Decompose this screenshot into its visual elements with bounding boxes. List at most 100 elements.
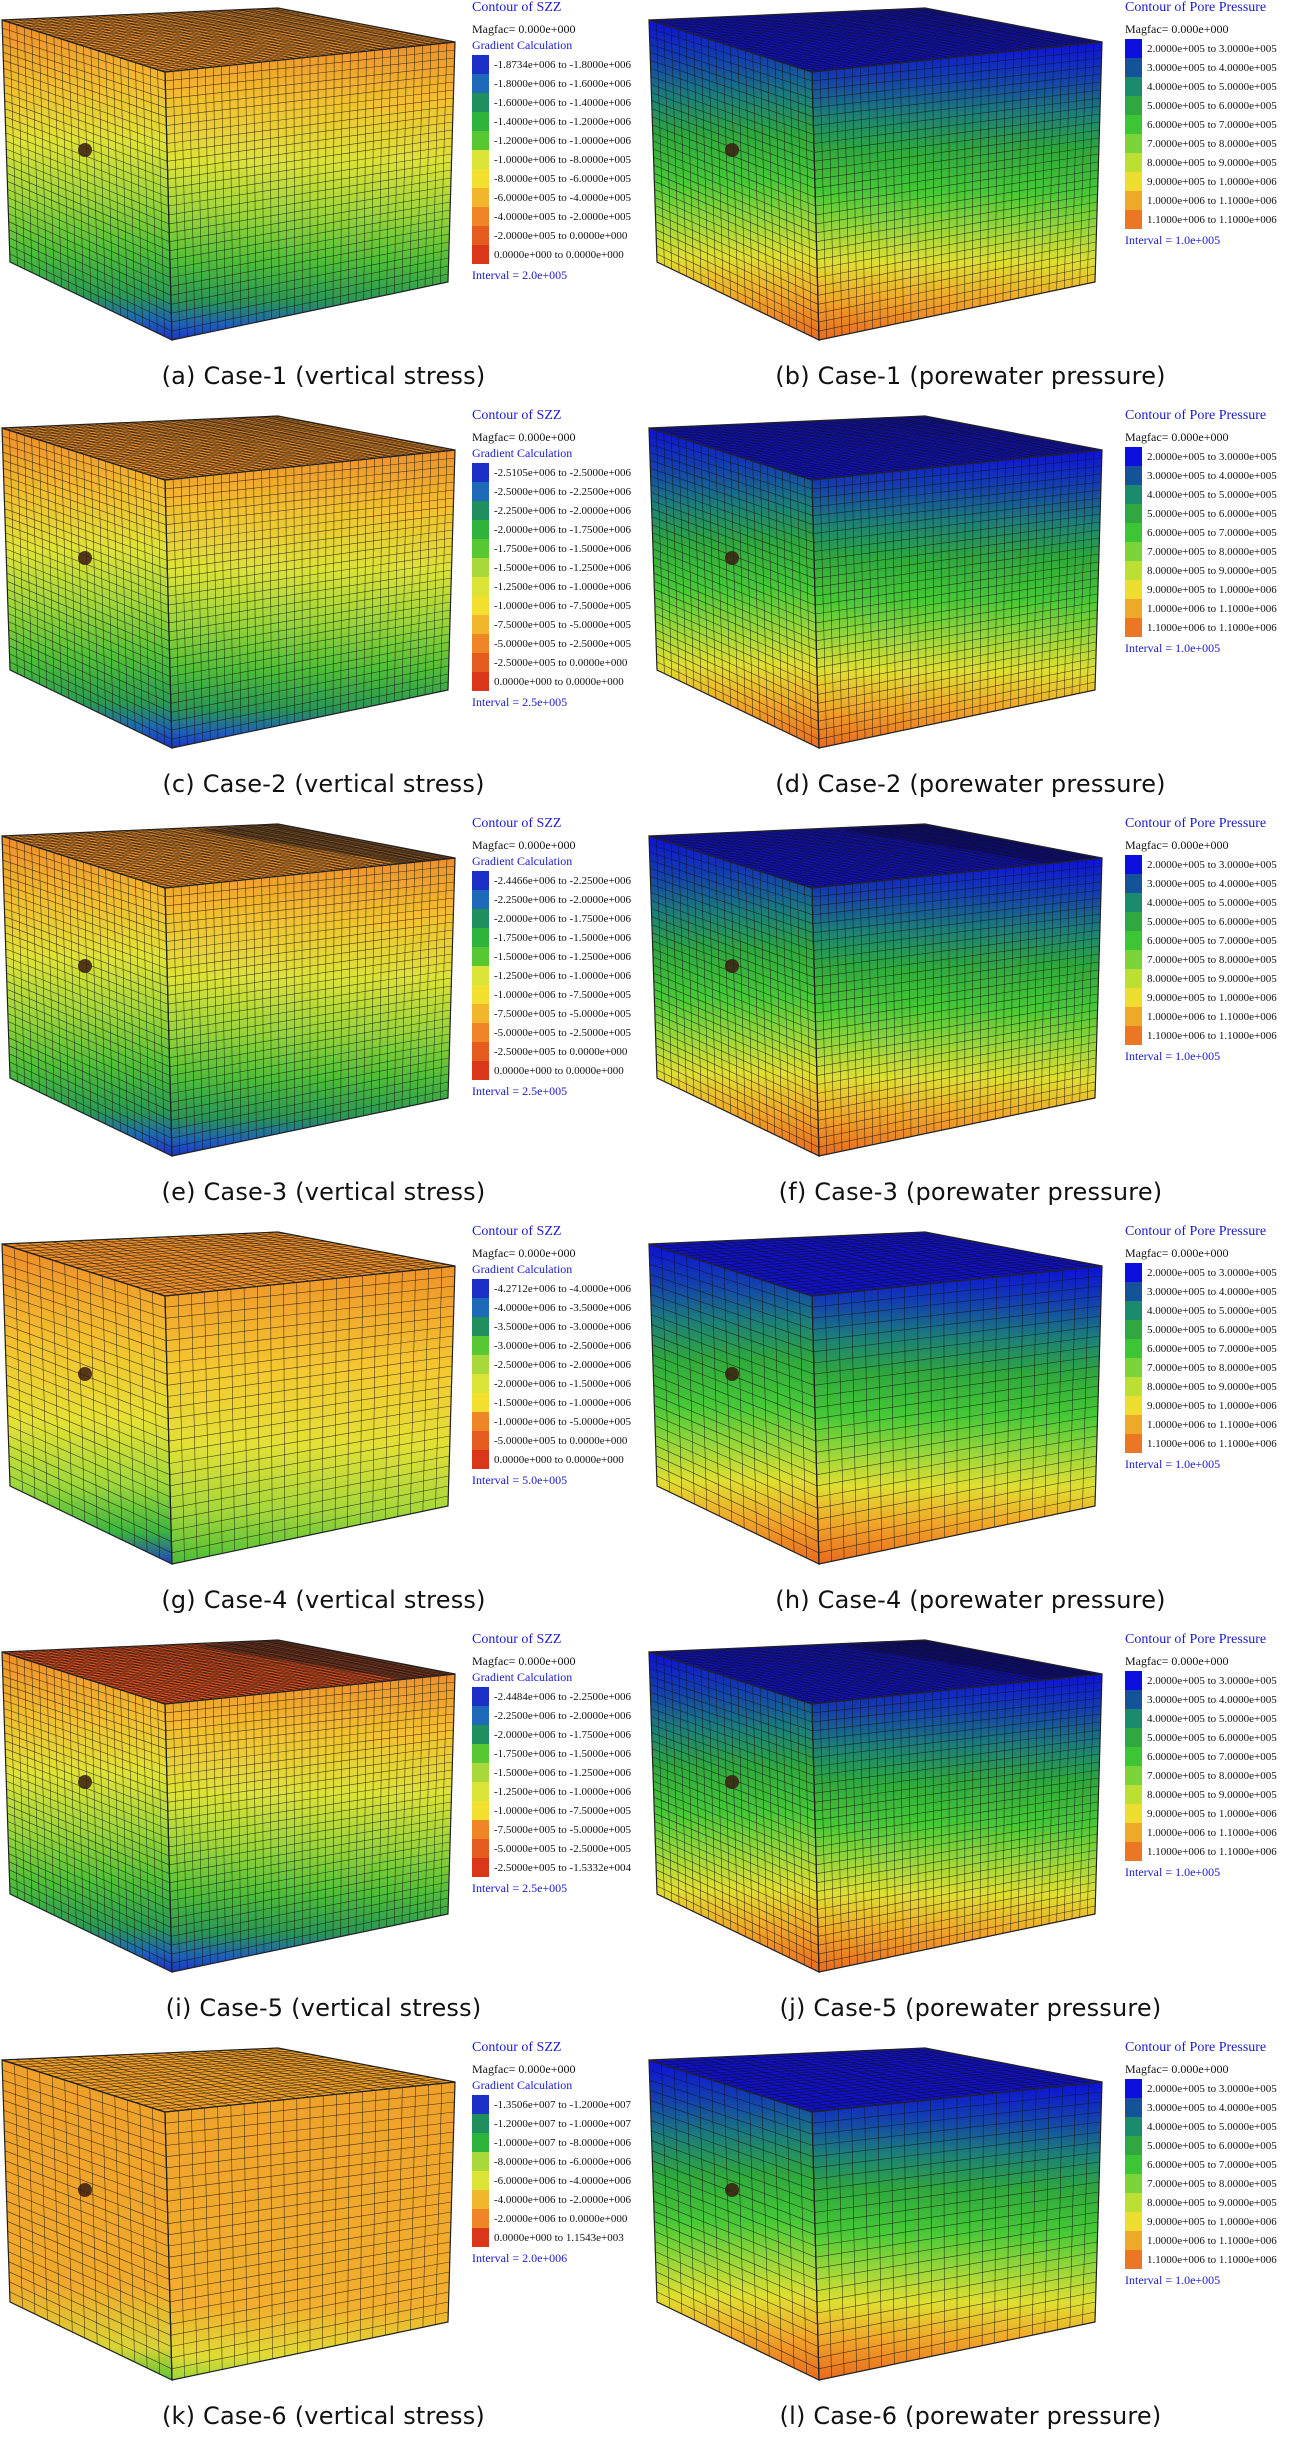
legend-entry: -2.2500e+006 to -2.0000e+006 xyxy=(472,501,668,520)
legend-swatch xyxy=(1125,1709,1142,1728)
legend-swatch xyxy=(472,890,489,909)
legend-swatch xyxy=(1125,2212,1142,2231)
legend-swatch xyxy=(1125,1785,1142,1804)
borehole-mark xyxy=(725,551,739,565)
legend-entry: -1.2500e+006 to -1.0000e+006 xyxy=(472,966,668,985)
legend-label: -1.2000e+007 to -1.0000e+007 xyxy=(494,2117,632,2130)
block-edge xyxy=(811,857,1103,1157)
legend-swatch xyxy=(1125,1007,1142,1026)
legend-method: Gradient Calculation xyxy=(472,1670,573,1684)
legend-swatch xyxy=(472,463,489,482)
legend-swatch xyxy=(1125,58,1142,77)
legend-swatch xyxy=(472,966,489,985)
legend-label: -2.5000e+005 to -1.5332e+004 xyxy=(494,1861,632,1874)
legend-title: Contour of Pore Pressure xyxy=(1125,1632,1267,1647)
legend-label: 1.0000e+006 to 1.1000e+006 xyxy=(1147,1010,1277,1023)
panel-i: Contour of SZZ Magfac= 0.000e+000 Gradient… xyxy=(0,1632,647,2040)
legend-swatch xyxy=(1125,2155,1142,2174)
legend-label: 9.0000e+005 to 1.0000e+006 xyxy=(1147,991,1277,1004)
legend-entry: -2.4466e+006 to -2.2500e+006 xyxy=(472,871,668,890)
legend-entry: 8.0000e+005 to 9.0000e+005 xyxy=(1125,969,1294,988)
legend-title: Contour of SZZ xyxy=(472,0,562,15)
block-plot xyxy=(1,415,456,749)
legend-label: -6.0000e+005 to -4.0000e+005 xyxy=(494,191,632,204)
legend-entry: 8.0000e+005 to 9.0000e+005 xyxy=(1125,2193,1294,2212)
legend-swatch xyxy=(472,653,489,672)
legend: Contour of Pore Pressure Magfac= 0.000e+0… xyxy=(1125,1224,1294,1472)
legend: Contour of SZZ Magfac= 0.000e+000 Gradient… xyxy=(472,408,668,710)
borehole-mark xyxy=(78,1367,92,1381)
legend-label: -5.0000e+005 to -2.5000e+005 xyxy=(494,637,632,650)
legend-swatch xyxy=(472,1839,489,1858)
legend-entry: 1.0000e+006 to 1.1000e+006 xyxy=(1125,1007,1294,1026)
legend-label: 4.0000e+005 to 5.0000e+005 xyxy=(1147,1712,1277,1725)
legend-entry: 9.0000e+005 to 1.0000e+006 xyxy=(1125,988,1294,1007)
legend-label: 0.0000e+000 to 0.0000e+000 xyxy=(494,1064,624,1077)
legend-swatch xyxy=(1125,1823,1142,1842)
legend-label: 8.0000e+005 to 9.0000e+005 xyxy=(1147,1380,1277,1393)
legend-label: -4.2712e+006 to -4.0000e+006 xyxy=(494,1282,632,1295)
panel-caption: (e) Case-3 (vertical stress) xyxy=(161,1178,486,1206)
panel-caption: (f) Case-3 (porewater pressure) xyxy=(778,1178,1163,1206)
legend-swatch xyxy=(472,482,489,501)
legend-swatch xyxy=(1125,618,1142,637)
legend-entry: -1.7500e+006 to -1.5000e+006 xyxy=(472,539,668,558)
legend-entry: -1.7500e+006 to -1.5000e+006 xyxy=(472,928,668,947)
legend-entry: -1.5000e+006 to -1.2500e+006 xyxy=(472,558,668,577)
legend-entry: -2.0000e+006 to -1.7500e+006 xyxy=(472,1725,668,1744)
borehole-mark xyxy=(78,551,92,565)
legend-swatch xyxy=(1125,2079,1142,2098)
legend: Contour of Pore Pressure Magfac= 0.000e+0… xyxy=(1125,816,1294,1064)
legend-label: 4.0000e+005 to 5.0000e+005 xyxy=(1147,488,1277,501)
legend-title: Contour of SZZ xyxy=(472,408,562,423)
panel-k: Contour of SZZ Magfac= 0.000e+000 Gradient… xyxy=(0,2040,647,2448)
legend-entry: 4.0000e+005 to 5.0000e+005 xyxy=(1125,2117,1294,2136)
legend-swatch xyxy=(1125,1301,1142,1320)
legend-swatch xyxy=(1125,969,1142,988)
legend-label: -1.7500e+006 to -1.5000e+006 xyxy=(494,542,632,555)
legend-label: 5.0000e+005 to 6.0000e+005 xyxy=(1147,1731,1277,1744)
legend-swatch xyxy=(1125,1671,1142,1690)
borehole-mark xyxy=(725,1775,739,1789)
legend-label: 8.0000e+005 to 9.0000e+005 xyxy=(1147,564,1277,577)
legend-entry: -1.0000e+007 to -8.0000e+006 xyxy=(472,2133,668,2152)
legend-label: 1.1000e+006 to 1.1000e+006 xyxy=(1147,1437,1277,1450)
legend-entries: 2.0000e+005 to 3.0000e+005 3.0000e+005 to… xyxy=(1125,1671,1294,1861)
legend-magfac: Magfac= 0.000e+000 xyxy=(472,1246,576,1260)
block-plot xyxy=(648,7,1103,341)
legend-swatch xyxy=(472,1023,489,1042)
legend-swatch xyxy=(1125,96,1142,115)
legend-swatch xyxy=(472,1431,489,1450)
legend-entry: -1.0000e+006 to -8.0000e+005 xyxy=(472,150,668,169)
legend-entry: 1.0000e+006 to 1.1000e+006 xyxy=(1125,2231,1294,2250)
panel-e: Contour of SZZ Magfac= 0.000e+000 Gradient… xyxy=(0,816,647,1224)
legend-entry: -2.4484e+006 to -2.2500e+006 xyxy=(472,1687,668,1706)
legend-label: 9.0000e+005 to 1.0000e+006 xyxy=(1147,175,1277,188)
legend-entry: 2.0000e+005 to 3.0000e+005 xyxy=(1125,855,1294,874)
legend-entry: 1.1000e+006 to 1.1000e+006 xyxy=(1125,210,1294,229)
legend-label: 6.0000e+005 to 7.0000e+005 xyxy=(1147,118,1277,131)
legend-swatch xyxy=(472,150,489,169)
legend-label: 1.0000e+006 to 1.1000e+006 xyxy=(1147,1418,1277,1431)
legend-swatch xyxy=(1125,485,1142,504)
legend-swatch xyxy=(472,1393,489,1412)
legend-label: 8.0000e+005 to 9.0000e+005 xyxy=(1147,972,1277,985)
legend-swatch xyxy=(1125,1434,1142,1453)
legend-swatch xyxy=(472,501,489,520)
legend-label: -8.0000e+005 to -6.0000e+005 xyxy=(494,172,632,185)
legend-entry: 2.0000e+005 to 3.0000e+005 xyxy=(1125,447,1294,466)
legend-entry: -2.5105e+006 to -2.5000e+006 xyxy=(472,463,668,482)
legend-entry: -5.0000e+005 to -2.5000e+005 xyxy=(472,1839,668,1858)
legend-swatch xyxy=(472,1450,489,1469)
legend-label: -2.0000e+006 to -1.7500e+006 xyxy=(494,523,632,536)
legend-label: 5.0000e+005 to 6.0000e+005 xyxy=(1147,507,1277,520)
legend-label: -1.2500e+006 to -1.0000e+006 xyxy=(494,580,632,593)
block-edge xyxy=(811,1265,1103,1565)
borehole-mark xyxy=(725,143,739,157)
legend-swatch xyxy=(472,1298,489,1317)
legend-label: 2.0000e+005 to 3.0000e+005 xyxy=(1147,858,1277,871)
legend-swatch xyxy=(472,207,489,226)
block-edge xyxy=(811,449,1103,749)
legend-entry: 4.0000e+005 to 5.0000e+005 xyxy=(1125,485,1294,504)
legend-label: -1.5000e+006 to -1.2500e+006 xyxy=(494,950,632,963)
